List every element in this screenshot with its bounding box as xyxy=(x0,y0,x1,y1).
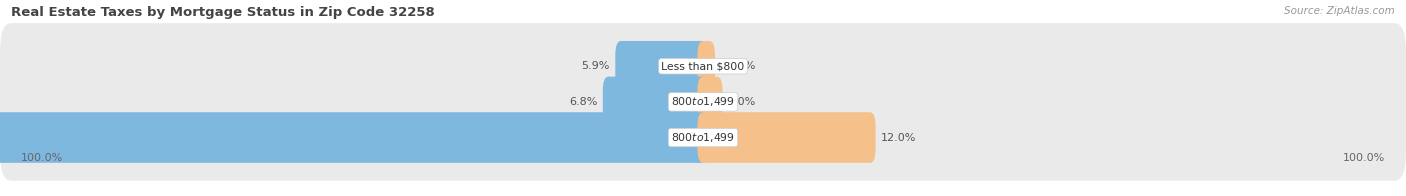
Text: Real Estate Taxes by Mortgage Status in Zip Code 32258: Real Estate Taxes by Mortgage Status in … xyxy=(11,6,434,19)
FancyBboxPatch shape xyxy=(0,94,1406,181)
Text: Less than $800: Less than $800 xyxy=(661,61,745,71)
Text: 100.0%: 100.0% xyxy=(21,152,63,162)
FancyBboxPatch shape xyxy=(697,112,876,163)
Text: $800 to $1,499: $800 to $1,499 xyxy=(671,131,735,144)
FancyBboxPatch shape xyxy=(697,41,716,92)
FancyBboxPatch shape xyxy=(603,77,709,127)
Text: 0.46%: 0.46% xyxy=(720,61,756,71)
Text: $800 to $1,499: $800 to $1,499 xyxy=(671,95,735,108)
Text: Source: ZipAtlas.com: Source: ZipAtlas.com xyxy=(1284,6,1395,16)
FancyBboxPatch shape xyxy=(0,112,709,163)
Text: 6.8%: 6.8% xyxy=(569,97,598,107)
FancyBboxPatch shape xyxy=(697,77,723,127)
FancyBboxPatch shape xyxy=(0,23,1406,109)
Text: 100.0%: 100.0% xyxy=(1343,152,1385,162)
Text: 12.0%: 12.0% xyxy=(882,132,917,142)
FancyBboxPatch shape xyxy=(0,59,1406,145)
Text: 1.0%: 1.0% xyxy=(728,97,756,107)
FancyBboxPatch shape xyxy=(616,41,709,92)
Text: 5.9%: 5.9% xyxy=(581,61,610,71)
